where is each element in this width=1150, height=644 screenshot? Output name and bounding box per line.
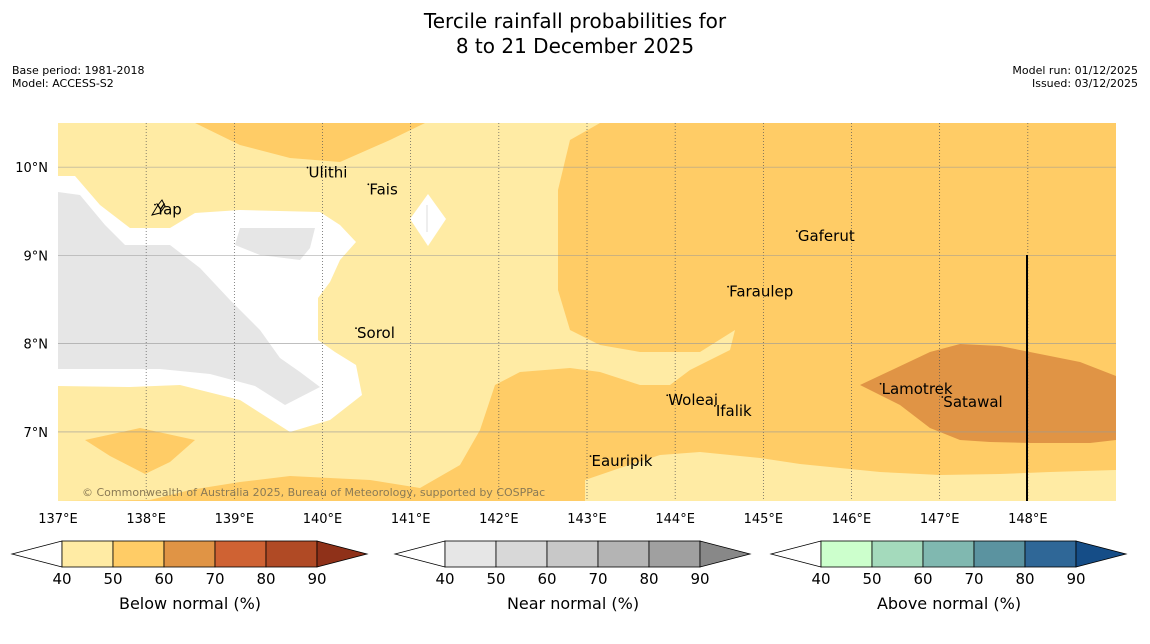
longitude-label: 142°E (479, 512, 519, 527)
longitude-label: 145°E (744, 512, 784, 527)
longitude-label: 148°E (1008, 512, 1048, 527)
colorbar-segment (1024, 540, 1077, 568)
island-marker (355, 327, 357, 330)
colorbar-tick-label: 90 (690, 570, 709, 588)
place-labels: Ulithi Fais Yap Gaferut Faraulep Sorol Lamotre… (154, 164, 1003, 470)
place-label: Yap (155, 201, 182, 219)
longitude-label: 137°E (38, 512, 78, 527)
colorbar-tick-label: 60 (537, 570, 556, 588)
colorbar-segment (546, 540, 599, 568)
colorbar-above-label: Above normal (%) (876, 594, 1022, 613)
map-title-line1: Tercile rainfall probabilities for (423, 9, 727, 33)
colorbar-tick-label: 80 (639, 570, 658, 588)
island-marker (727, 285, 729, 288)
place-label: Ifalik (716, 402, 752, 420)
base-period-text: Base period: 1981-2018 (12, 64, 145, 77)
region-below-60-70-east (860, 344, 1116, 443)
colorbar-extend-low (10, 540, 63, 568)
colorbar-segment (214, 540, 267, 568)
latitude-label: 8°N (24, 338, 49, 353)
longitude-label: 147°E (920, 512, 960, 527)
colorbar-tick-label: 40 (811, 570, 830, 588)
longitude-label: 143°E (567, 512, 607, 527)
island-marker (795, 230, 798, 232)
place-label: Fais (369, 180, 398, 198)
colorbar-segment (871, 540, 924, 568)
island-marker (306, 166, 309, 169)
colorbar-segment (444, 540, 497, 568)
axis-labels: 137°E 138°E 139°E 140°E 141°E 142°E 143°E 144°E… (15, 161, 1047, 527)
colorbar-segment (265, 540, 318, 568)
colorbar-segment (648, 540, 701, 568)
place-label: Lamotrek (882, 380, 953, 398)
region-near-40-50-small (235, 228, 315, 260)
colorbar-segment (112, 540, 165, 568)
place-label: Eauripik (592, 452, 653, 470)
issued-text: Issued: 03/12/2025 (1031, 77, 1138, 90)
colorbar-tick-label: 90 (1066, 570, 1085, 588)
place-label: Sorol (357, 324, 395, 342)
colorbar-tick-label: 60 (154, 570, 173, 588)
colorbar-segment (922, 540, 975, 568)
place-label: Woleai (668, 391, 718, 409)
colorbar-near-label: Near normal (%) (506, 594, 640, 613)
colorbar-tick-label: 80 (256, 570, 275, 588)
region-below-40-50-south (585, 452, 1116, 501)
longitude-label: 138°E (126, 512, 166, 527)
colorbar-extend-high (316, 540, 369, 568)
region-no-signal-island (410, 194, 446, 246)
colorbar-tick-label: 50 (103, 570, 122, 588)
island-marker (367, 183, 370, 186)
colorbar-below-label: Below normal (%) (118, 594, 262, 613)
latitude-label: 10°N (15, 161, 48, 176)
island-marker (879, 382, 882, 385)
place-label: Ulithi (309, 164, 348, 182)
model-text: Model: ACCESS-S2 (12, 77, 114, 90)
island-marker (154, 203, 156, 206)
longitude-label: 144°E (655, 512, 695, 527)
map-title-line2: 8 to 21 December 2025 (455, 34, 695, 58)
colorbar-tick-label: 40 (435, 570, 454, 588)
model-run-text: Model run: 01/12/2025 (1012, 64, 1138, 77)
colorbar-extend-high (699, 540, 752, 568)
colorbar-segment (495, 540, 548, 568)
place-label: Satawal (943, 393, 1002, 411)
colorbar-tick-label: 80 (1015, 570, 1034, 588)
colorbar-segment (597, 540, 650, 568)
longitude-label: 140°E (303, 512, 343, 527)
colorbar-extend-high (1075, 540, 1128, 568)
colorbar-extend-low (769, 540, 822, 568)
graticule (58, 123, 1116, 501)
latitude-label: 7°N (24, 426, 49, 441)
region-below-50-60-southwest (85, 428, 195, 474)
colorbar-segment (163, 540, 216, 568)
colorbar-tick-label: 60 (913, 570, 932, 588)
colorbar-tick-label: 40 (52, 570, 71, 588)
yap-island-outline (150, 199, 166, 216)
colorbars: 40 50 60 70 80 90 40 50 60 70 80 90 40 50 60 70 80 90 (10, 540, 1128, 588)
island-marker (941, 396, 944, 398)
colorbar-segment (61, 540, 114, 568)
copyright-text: © Commonwealth of Australia 2025, Bureau… (82, 486, 545, 499)
island-marker (713, 404, 716, 407)
longitude-label: 139°E (215, 512, 255, 527)
place-label: Faraulep (729, 283, 793, 301)
longitude-label: 146°E (832, 512, 872, 527)
colorbar-tick-label: 70 (588, 570, 607, 588)
island-marker (589, 455, 592, 458)
island-marker (666, 394, 669, 397)
region-near-40-50 (58, 192, 320, 405)
colorbar-tick-label: 50 (862, 570, 881, 588)
colorbar-tick-label: 50 (486, 570, 505, 588)
place-label: Gaferut (798, 227, 855, 245)
colorbar-tick-label: 70 (964, 570, 983, 588)
colorbar-tick-label: 90 (307, 570, 326, 588)
latitude-label: 9°N (24, 249, 49, 264)
colorbar-segment (820, 540, 873, 568)
colorbar-extend-low (393, 540, 446, 568)
colorbar-tick-label: 70 (205, 570, 224, 588)
longitude-label: 141°E (391, 512, 431, 527)
colorbar-segment (973, 540, 1026, 568)
